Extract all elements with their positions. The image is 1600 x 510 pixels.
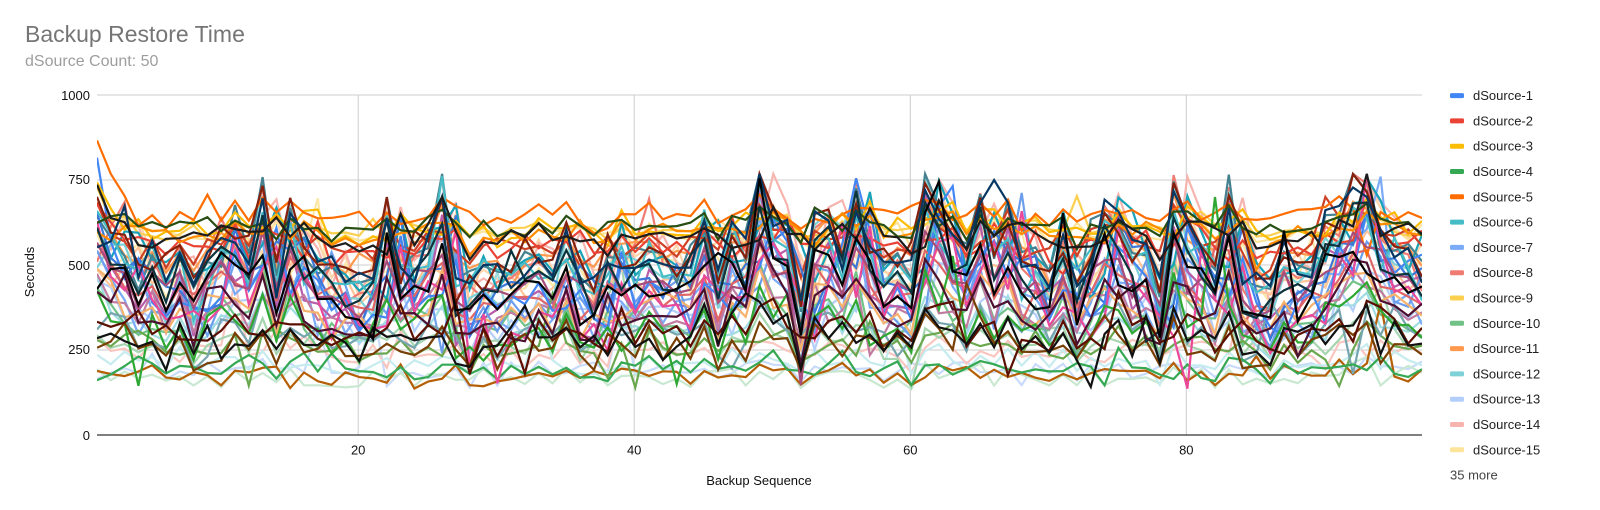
svg-text:dSource-15: dSource-15 [1473, 442, 1540, 457]
svg-text:dSource-5: dSource-5 [1473, 189, 1533, 204]
svg-text:500: 500 [68, 258, 90, 273]
svg-text:40: 40 [627, 443, 641, 458]
svg-text:80: 80 [1179, 443, 1193, 458]
svg-text:dSource-1: dSource-1 [1473, 88, 1533, 103]
svg-text:dSource-6: dSource-6 [1473, 215, 1533, 230]
svg-text:dSource-2: dSource-2 [1473, 113, 1533, 128]
svg-text:dSource-10: dSource-10 [1473, 316, 1540, 331]
svg-text:35 more: 35 more [1450, 468, 1498, 483]
svg-text:dSource-9: dSource-9 [1473, 291, 1533, 306]
svg-text:dSource-7: dSource-7 [1473, 240, 1533, 255]
svg-text:dSource-8: dSource-8 [1473, 265, 1533, 280]
svg-text:dSource-12: dSource-12 [1473, 366, 1540, 381]
svg-text:750: 750 [68, 172, 90, 187]
svg-text:Seconds: Seconds [22, 246, 37, 297]
svg-text:dSource Count: 50: dSource Count: 50 [25, 53, 159, 70]
svg-text:0: 0 [83, 428, 90, 443]
svg-text:dSource-14: dSource-14 [1473, 417, 1540, 432]
svg-text:Backup Restore Time: Backup Restore Time [25, 21, 245, 47]
svg-text:dSource-4: dSource-4 [1473, 164, 1533, 179]
svg-text:20: 20 [351, 443, 365, 458]
svg-text:dSource-3: dSource-3 [1473, 139, 1533, 154]
svg-text:Backup Sequence: Backup Sequence [706, 473, 812, 488]
svg-text:60: 60 [903, 443, 917, 458]
svg-text:250: 250 [68, 342, 90, 357]
svg-text:dSource-11: dSource-11 [1473, 341, 1539, 356]
svg-text:1000: 1000 [61, 88, 90, 103]
svg-text:dSource-13: dSource-13 [1473, 392, 1540, 407]
